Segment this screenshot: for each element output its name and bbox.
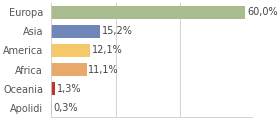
Text: 11,1%: 11,1% [88, 65, 119, 75]
Bar [51, 82, 55, 95]
Bar [51, 63, 87, 76]
Text: 60,0%: 60,0% [247, 7, 277, 17]
Text: 0,3%: 0,3% [53, 103, 78, 113]
Bar [51, 102, 52, 114]
Text: 1,3%: 1,3% [57, 84, 81, 94]
Bar [51, 44, 90, 57]
Text: 12,1%: 12,1% [92, 45, 122, 55]
Text: 15,2%: 15,2% [102, 26, 132, 36]
Bar [51, 6, 245, 18]
Bar [51, 25, 100, 38]
